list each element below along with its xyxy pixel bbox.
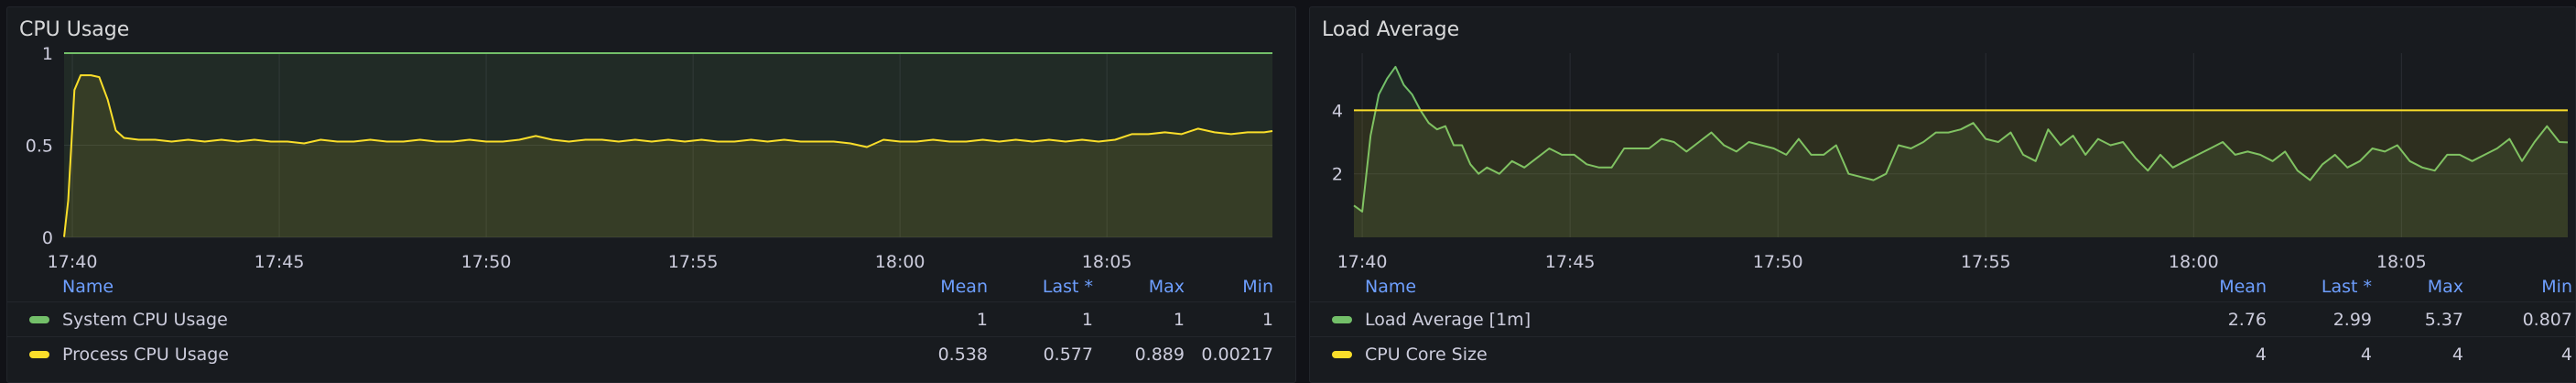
x-tick-label: 18:05 bbox=[2376, 252, 2427, 272]
legend-min-value: 4 bbox=[2560, 345, 2572, 365]
x-tick-label: 17:40 bbox=[48, 252, 98, 272]
legend-series-name[interactable]: CPU Core Size bbox=[1365, 345, 1488, 365]
series-color-swatch bbox=[29, 316, 49, 323]
legend-header-min[interactable]: Min bbox=[1242, 277, 1273, 297]
legend-header-last[interactable]: Last * bbox=[2321, 277, 2372, 297]
legend-mean-value: 1 bbox=[976, 310, 988, 330]
legend-row-load-average-1m[interactable]: Load Average [1m] 2.76 2.99 5.37 0.807 bbox=[1310, 301, 2575, 337]
panel-title: Load Average bbox=[1322, 18, 1460, 41]
y-tick-label: 4 bbox=[1332, 101, 1343, 121]
x-tick-label: 18:00 bbox=[2169, 252, 2219, 272]
panel-title: CPU Usage bbox=[19, 18, 130, 41]
legend-series-name[interactable]: Process CPU Usage bbox=[62, 345, 229, 365]
cpu-usage-panel: CPU Usage 17:40 17:45 17:50 17:55 18:00 18:05… bbox=[6, 6, 1296, 383]
legend-mean-value: 2.76 bbox=[2227, 310, 2267, 330]
legend-max-value: 0.889 bbox=[1134, 345, 1185, 365]
legend-mean-value: 4 bbox=[2255, 345, 2267, 365]
legend-min-value: 1 bbox=[1261, 310, 1273, 330]
legend-header: Name Mean Last * Max Min bbox=[1310, 272, 2575, 301]
legend-series-name[interactable]: System CPU Usage bbox=[62, 310, 228, 330]
legend-header-max[interactable]: Max bbox=[2427, 277, 2463, 297]
legend-last-value: 4 bbox=[2360, 345, 2372, 365]
legend-row-system-cpu-usage[interactable]: System CPU Usage 1 1 1 1 bbox=[7, 301, 1295, 337]
legend-header-name[interactable]: Name bbox=[62, 277, 114, 297]
legend-last-value: 1 bbox=[1081, 310, 1093, 330]
legend-last-value: 2.99 bbox=[2332, 310, 2372, 330]
y-tick-label: 0 bbox=[42, 228, 53, 248]
legend-header-mean[interactable]: Mean bbox=[940, 277, 988, 297]
legend-max-value: 5.37 bbox=[2424, 310, 2463, 330]
x-tick-label: 18:05 bbox=[1082, 252, 1132, 272]
y-tick-label: 2 bbox=[1332, 165, 1343, 185]
series-line bbox=[1353, 65, 2569, 213]
legend-min-value: 0.807 bbox=[2522, 310, 2572, 330]
legend-header: Name Mean Last * Max Min bbox=[7, 272, 1295, 301]
legend-header-name[interactable]: Name bbox=[1365, 277, 1417, 297]
load-average-panel: Load Average 17:40 17:45 17:50 17:55 18:00 18… bbox=[1309, 6, 2576, 383]
x-tick-label: 17:55 bbox=[1961, 252, 2011, 272]
legend-series-name[interactable]: Load Average [1m] bbox=[1365, 310, 1532, 330]
series-fill-area bbox=[1354, 66, 2568, 238]
legend-min-value: 0.00217 bbox=[1201, 345, 1273, 365]
series-fill-area bbox=[1354, 110, 2568, 238]
series-color-swatch bbox=[1332, 316, 1352, 323]
x-tick-label: 17:50 bbox=[461, 252, 512, 272]
legend-header-last[interactable]: Last * bbox=[1042, 277, 1093, 297]
cpu-usage-chart[interactable]: 17:40 17:45 17:50 17:55 18:00 18:05 0 0.5 1 bbox=[7, 7, 1296, 273]
legend-row-cpu-core-size[interactable]: CPU Core Size 4 4 4 4 bbox=[1310, 336, 2575, 372]
series-color-swatch bbox=[29, 351, 49, 358]
legend-max-value: 4 bbox=[2452, 345, 2463, 365]
x-tick-label: 17:45 bbox=[1545, 252, 1596, 272]
x-tick-label: 17:55 bbox=[668, 252, 719, 272]
legend-header-max[interactable]: Max bbox=[1148, 277, 1185, 297]
series-line bbox=[63, 74, 1273, 237]
x-tick-label: 17:50 bbox=[1753, 252, 1803, 272]
x-tick-label: 17:40 bbox=[1337, 252, 1388, 272]
x-tick-label: 17:45 bbox=[254, 252, 305, 272]
legend-last-value: 0.577 bbox=[1043, 345, 1093, 365]
y-tick-label: 1 bbox=[42, 44, 53, 64]
legend-mean-value: 0.538 bbox=[937, 345, 988, 365]
x-tick-label: 18:00 bbox=[875, 252, 925, 272]
load-average-chart[interactable]: 17:40 17:45 17:50 17:55 18:00 18:05 2 4 bbox=[1310, 7, 2576, 273]
legend-row-process-cpu-usage[interactable]: Process CPU Usage 0.538 0.577 0.889 0.00… bbox=[7, 336, 1295, 372]
y-tick-label: 0.5 bbox=[26, 137, 53, 157]
series-fill-area bbox=[64, 53, 1272, 237]
legend-max-value: 1 bbox=[1173, 310, 1185, 330]
series-color-swatch bbox=[1332, 351, 1352, 358]
legend-header-mean[interactable]: Mean bbox=[2219, 277, 2267, 297]
series-fill-area bbox=[64, 75, 1272, 237]
legend-header-min[interactable]: Min bbox=[2541, 277, 2572, 297]
